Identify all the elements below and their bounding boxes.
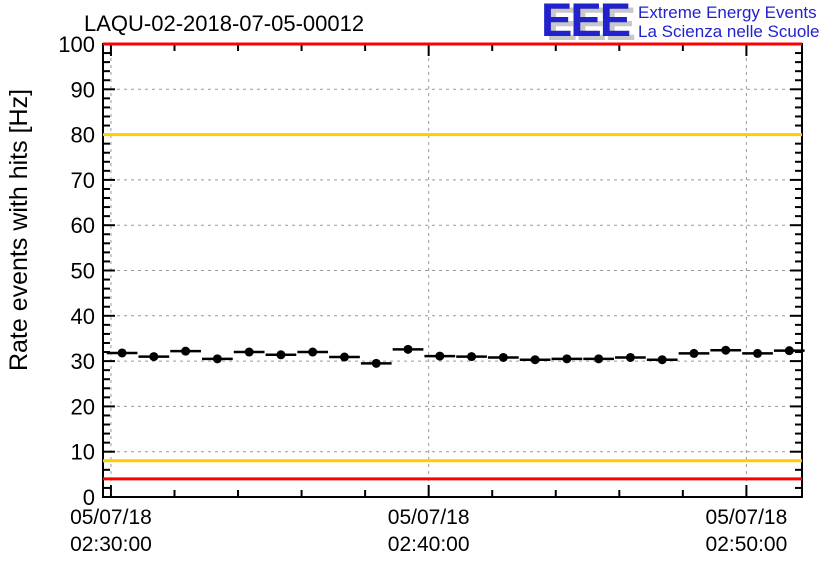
x-tick-label-time: 02:40:00 [388,533,470,556]
data-point [339,352,349,362]
data-point [625,352,635,362]
y-tick-label: 30 [71,349,95,374]
data-point [212,354,222,364]
x-tick-label-time: 02:50:00 [706,533,788,556]
y-tick-label: 50 [71,259,95,284]
plot-frame [102,43,803,498]
data-point [594,354,604,364]
y-tick-label: 100 [58,32,95,57]
data-point [689,348,699,358]
eee-logo-text: Extreme Energy Events La Scienza nelle S… [638,0,819,41]
y-tick-label: 10 [71,440,95,465]
data-point [657,355,667,365]
data-point [371,358,381,368]
data-point [308,347,318,357]
data-point [276,350,286,360]
data-series [106,344,805,368]
data-point [149,352,159,362]
data-point [467,352,477,362]
y-tick-label: 0 [83,485,95,510]
x-tick-label-date: 05/07/18 [70,506,152,529]
data-point [117,348,127,358]
data-point [244,347,254,357]
x-tick-label-date: 05/07/18 [706,506,788,529]
data-point [721,345,731,355]
y-tick-label: 40 [71,304,95,329]
x-tick-label-date: 05/07/18 [388,506,470,529]
y-tick-label: 70 [71,168,95,193]
y-tick-label: 80 [71,123,95,148]
eee-logo-acronym: EEE [541,0,631,46]
y-tick-label: 90 [71,77,95,102]
data-point [784,346,794,356]
data-point [403,344,413,354]
eee-logo-line2: La Scienza nelle Scuole [638,22,820,41]
data-point [435,351,445,361]
data-point [753,348,763,358]
chart-title: LAQU-02-2018-07-05-00012 [84,11,365,36]
data-point [562,354,572,364]
y-tick-label: 60 [71,213,95,238]
data-point [530,355,540,365]
x-tick-label-time: 02:30:00 [70,533,152,556]
y-tick-label: 20 [71,394,95,419]
data-point [181,346,191,356]
eee-logo-line1: Extreme Energy Events [638,3,817,22]
y-axis-title: Rate events with hits [Hz] [5,89,33,371]
data-point [498,352,508,362]
eee-logo: EEE Extreme Energy Events La Scienza nel… [541,0,820,46]
